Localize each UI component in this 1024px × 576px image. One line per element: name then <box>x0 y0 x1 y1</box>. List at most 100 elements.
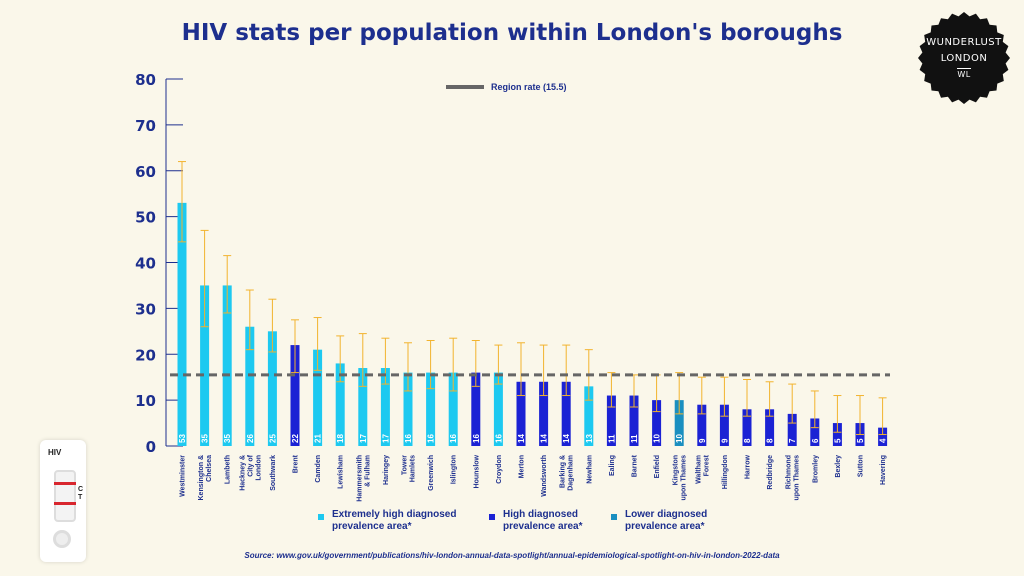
bar <box>539 381 549 446</box>
category-label: Lewisham <box>338 455 345 489</box>
legend-lower: Lower diagnosed prevalence area* <box>611 509 725 533</box>
category-label: Barking &Dagenham <box>560 455 575 491</box>
logo-mark: WL <box>957 68 971 79</box>
category-label: Croydon <box>496 455 503 484</box>
bar <box>177 202 187 446</box>
y-tick-label: 20 <box>135 346 156 364</box>
badge-shape <box>918 12 1010 104</box>
control-letter: C <box>78 486 84 493</box>
bar-value-label: 16 <box>472 434 481 443</box>
bar <box>561 381 571 446</box>
bar-value-label: 16 <box>404 434 413 443</box>
source-citation: Source: www.gov.uk/government/publicatio… <box>244 551 780 560</box>
bar <box>493 372 503 446</box>
y-tick-label: 0 <box>146 438 156 456</box>
y-tick-label: 80 <box>135 71 156 89</box>
test-window <box>54 470 76 522</box>
control-line <box>54 482 76 485</box>
legend-swatch-lower <box>611 514 617 520</box>
bar-value-label: 16 <box>494 434 503 443</box>
y-tick-label: 10 <box>135 392 156 410</box>
bar-value-label: 21 <box>314 434 323 443</box>
bar <box>787 413 797 446</box>
bar <box>313 349 323 446</box>
bar-value-label: 16 <box>427 434 436 443</box>
bar-value-label: 17 <box>359 434 368 443</box>
bar <box>878 427 888 446</box>
bar-value-label: 25 <box>268 434 277 443</box>
y-tick-label: 40 <box>135 255 156 273</box>
bar <box>742 409 752 446</box>
category-label: Havering <box>880 455 887 485</box>
test-letter: T <box>78 494 83 501</box>
category-label: Hammersmith& Fulham <box>356 455 371 502</box>
bar-value-label: 5 <box>833 438 842 443</box>
hiv-card-label: HIV <box>48 448 62 457</box>
category-label: Camden <box>315 455 322 483</box>
region-legend-label: Region rate (15.5) <box>491 82 567 92</box>
legend-extremely-high: Extremely high diagnosed prevalence area… <box>318 509 482 533</box>
bar-value-label: 11 <box>607 434 616 443</box>
bar <box>584 386 594 446</box>
bar-value-label: 5 <box>856 438 865 443</box>
bar-value-label: 9 <box>698 438 707 443</box>
bar <box>674 400 684 446</box>
category-label: Kensington &Chelsea <box>198 455 213 501</box>
category-label: Islington <box>451 455 458 484</box>
bar-value-label: 53 <box>178 434 187 443</box>
category-label: Greenwich <box>428 455 435 491</box>
bar <box>719 404 729 446</box>
bar-value-label: 18 <box>336 434 345 443</box>
bar <box>245 326 255 446</box>
category-label: Redbridge <box>767 455 774 490</box>
bar <box>516 381 526 446</box>
bar-value-label: 14 <box>540 434 549 443</box>
legend-swatch-high <box>489 514 495 520</box>
chart-title: HIV stats per population within London's… <box>181 20 843 46</box>
bar <box>606 395 616 446</box>
test-line <box>54 502 76 505</box>
category-label: Harrow <box>745 454 752 479</box>
legend-swatch-extremely-high <box>318 514 324 520</box>
category-label: Lambeth <box>225 455 232 484</box>
bar <box>267 331 277 446</box>
bar-value-label: 17 <box>381 434 390 443</box>
wunderlust-logo-badge <box>918 12 1010 104</box>
bar-value-label: 35 <box>223 434 232 443</box>
category-label: Brent <box>293 454 300 473</box>
bar-value-label: 4 <box>879 438 888 443</box>
y-tick-label: 70 <box>135 117 156 135</box>
category-label: Haringey <box>383 455 390 485</box>
bar <box>358 368 368 446</box>
logo-text: WUNDERLUST LONDON WL <box>918 35 1010 81</box>
category-label: Hounslow <box>473 454 480 488</box>
y-tick-label: 30 <box>135 300 156 318</box>
category-label: Richmondupon Thames <box>786 455 801 501</box>
bar <box>810 418 820 446</box>
bar <box>765 409 775 446</box>
category-label: Enfield <box>654 455 661 478</box>
bar <box>222 285 232 446</box>
bar-value-label: 14 <box>517 434 526 443</box>
category-label: Wandsworth <box>541 455 548 497</box>
category-label: Sutton <box>858 455 865 477</box>
y-tick-label: 50 <box>135 209 156 227</box>
legend-label-lower: Lower diagnosed prevalence area* <box>625 509 708 532</box>
category-label: Ealing <box>609 455 616 476</box>
bar <box>200 285 210 446</box>
category-label: TowerHamlets <box>402 455 417 482</box>
category-label: WalthamForest <box>695 454 710 484</box>
bar <box>290 345 300 446</box>
logo-line-1: WUNDERLUST <box>926 37 1002 48</box>
bar <box>832 423 842 446</box>
bar <box>652 400 662 446</box>
legend-high: High diagnosed prevalence area* <box>489 509 603 533</box>
bar-value-label: 8 <box>743 438 752 443</box>
bar <box>697 404 707 446</box>
bar-value-label: 11 <box>630 434 639 443</box>
category-label: Bexley <box>835 455 842 478</box>
category-label: Newham <box>586 455 593 484</box>
category-label: Kingstonupon Thames <box>673 455 688 501</box>
y-tick-label: 60 <box>135 163 156 181</box>
